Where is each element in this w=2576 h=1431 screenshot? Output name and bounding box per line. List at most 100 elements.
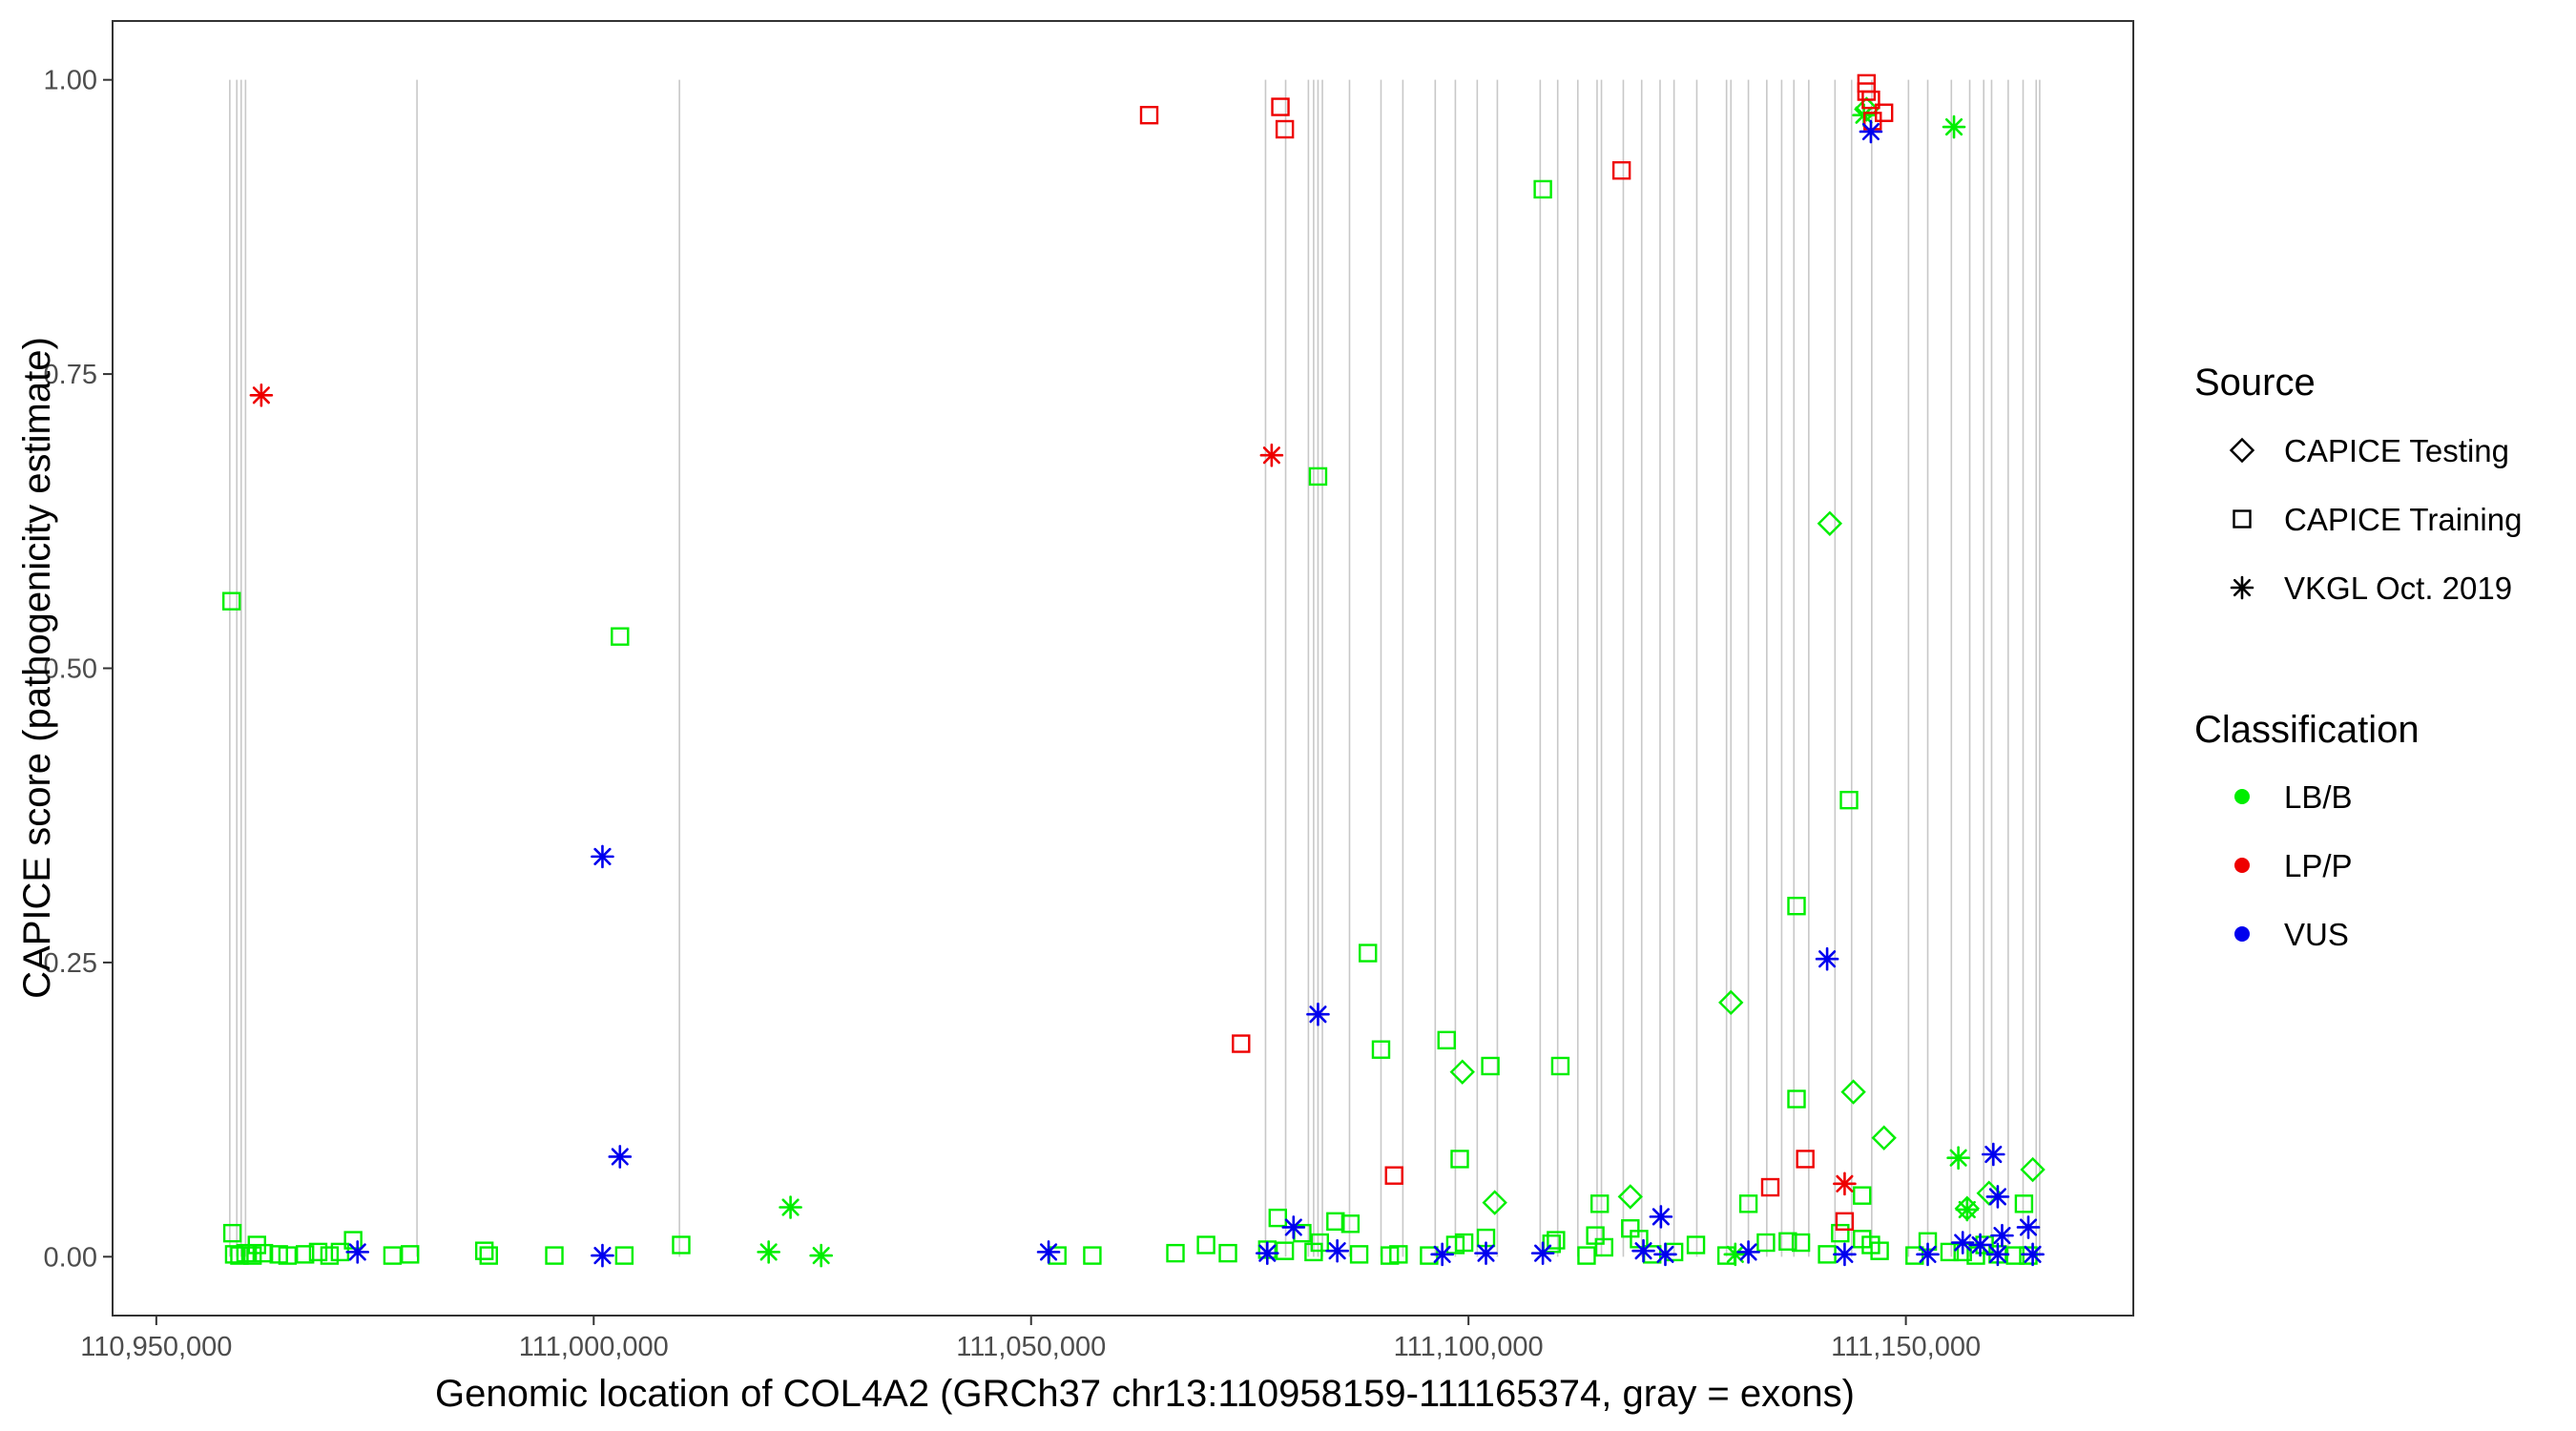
data-point bbox=[2020, 1156, 2046, 1183]
data-point bbox=[1196, 1235, 1215, 1255]
data-point bbox=[1449, 1059, 1475, 1085]
data-point bbox=[1139, 105, 1159, 125]
data-point bbox=[2014, 1194, 2034, 1213]
data-point bbox=[230, 1246, 249, 1265]
data-point bbox=[757, 1240, 780, 1264]
data-point bbox=[1870, 1241, 1889, 1260]
data-point bbox=[1310, 1233, 1329, 1253]
data-points bbox=[221, 73, 2046, 1268]
data-point bbox=[608, 1145, 633, 1169]
data-point bbox=[591, 1243, 614, 1268]
data-point bbox=[345, 1240, 370, 1264]
data-point bbox=[545, 1246, 564, 1265]
data-point bbox=[1718, 989, 1744, 1016]
y-axis-title: CAPICE score (pathogenicity estimate) bbox=[16, 337, 58, 999]
data-point bbox=[1275, 119, 1295, 139]
x-tick-label: 110,950,000 bbox=[80, 1332, 232, 1362]
data-point bbox=[1874, 103, 1894, 122]
data-point bbox=[1649, 1205, 1673, 1229]
legend-key bbox=[2233, 509, 2252, 529]
data-point bbox=[2021, 1242, 2045, 1267]
data-point bbox=[1942, 114, 1966, 139]
data-point bbox=[1859, 119, 1883, 144]
data-point bbox=[1835, 1212, 1855, 1232]
y-tick-label: 0.50 bbox=[44, 654, 97, 685]
data-point bbox=[1787, 896, 1806, 916]
data-point bbox=[1533, 179, 1552, 199]
data-point bbox=[1268, 1208, 1287, 1228]
legend-classification-title: Classification bbox=[2194, 709, 2420, 751]
data-point bbox=[222, 1223, 242, 1243]
data-point bbox=[1547, 1231, 1566, 1250]
data-point bbox=[1840, 1079, 1866, 1105]
data-point bbox=[308, 1242, 328, 1262]
data-point bbox=[320, 1246, 340, 1265]
data-point bbox=[1861, 90, 1880, 110]
data-point bbox=[1950, 1231, 1975, 1255]
legend-label: VKGL Oct. 2019 bbox=[2284, 570, 2512, 606]
data-point bbox=[1968, 1233, 1992, 1257]
data-point bbox=[1308, 467, 1328, 487]
data-point bbox=[1259, 443, 1284, 467]
data-point bbox=[1550, 1056, 1570, 1076]
legend: Source Classification CAPICE Testing CAPI… bbox=[2194, 362, 2522, 952]
data-point bbox=[1955, 1197, 1980, 1222]
data-point bbox=[1437, 1030, 1456, 1050]
data-point bbox=[1530, 1241, 1555, 1265]
data-point bbox=[1275, 1241, 1295, 1260]
axes: 0.00 0.25 0.50 0.75 1.00 110,950,000 111,000,0… bbox=[44, 66, 1982, 1362]
data-point bbox=[1450, 1150, 1469, 1169]
data-point bbox=[243, 1246, 262, 1265]
data-point bbox=[479, 1246, 498, 1265]
data-point bbox=[383, 1246, 403, 1265]
data-point bbox=[401, 1245, 420, 1264]
data-point bbox=[1940, 1242, 1960, 1262]
data-point bbox=[1430, 1242, 1454, 1267]
data-point bbox=[296, 1245, 315, 1264]
data-point bbox=[591, 844, 614, 869]
data-point bbox=[1985, 1242, 2010, 1267]
data-point bbox=[1166, 1243, 1185, 1263]
data-point bbox=[1325, 1238, 1349, 1263]
data-point bbox=[1653, 1242, 1677, 1267]
data-point bbox=[1831, 1223, 1850, 1243]
data-point bbox=[1985, 1185, 2010, 1209]
data-point bbox=[1853, 1186, 1872, 1205]
data-point bbox=[1304, 1242, 1323, 1262]
data-point bbox=[1791, 1233, 1811, 1253]
data-point bbox=[1326, 1212, 1345, 1232]
data-point bbox=[1359, 944, 1378, 963]
data-point bbox=[1083, 1246, 1102, 1265]
data-point bbox=[1349, 1245, 1369, 1264]
data-point bbox=[2016, 1215, 2041, 1239]
data-point bbox=[1756, 1233, 1776, 1253]
data-point bbox=[254, 1243, 274, 1263]
data-point bbox=[1481, 1056, 1500, 1076]
data-point bbox=[1833, 1172, 1857, 1196]
data-point bbox=[1738, 1194, 1758, 1213]
data-point bbox=[1271, 97, 1290, 116]
data-point bbox=[1218, 1243, 1237, 1263]
data-point bbox=[1590, 1194, 1610, 1213]
data-point bbox=[779, 1195, 802, 1219]
legend-label: LB/B bbox=[2284, 779, 2353, 815]
data-point bbox=[1760, 1177, 1780, 1197]
data-point bbox=[1474, 1241, 1498, 1265]
data-point bbox=[1854, 96, 1880, 122]
data-point bbox=[1232, 1034, 1251, 1053]
legend-key bbox=[2234, 926, 2250, 942]
data-point bbox=[224, 1245, 244, 1264]
data-point bbox=[1036, 1240, 1061, 1264]
x-axis-title: Genomic location of COL4A2 (GRCh37 chr13… bbox=[435, 1373, 1855, 1415]
data-point bbox=[1976, 1180, 2002, 1206]
data-point bbox=[278, 1246, 298, 1265]
data-point bbox=[1916, 1242, 1940, 1267]
data-point bbox=[1796, 1150, 1815, 1169]
y-tick-label: 0.00 bbox=[44, 1242, 97, 1273]
legend-label: VUS bbox=[2284, 917, 2349, 952]
data-point bbox=[614, 1246, 634, 1265]
data-point bbox=[1815, 946, 1839, 971]
data-point bbox=[1736, 1240, 1760, 1264]
data-point bbox=[1611, 160, 1631, 180]
